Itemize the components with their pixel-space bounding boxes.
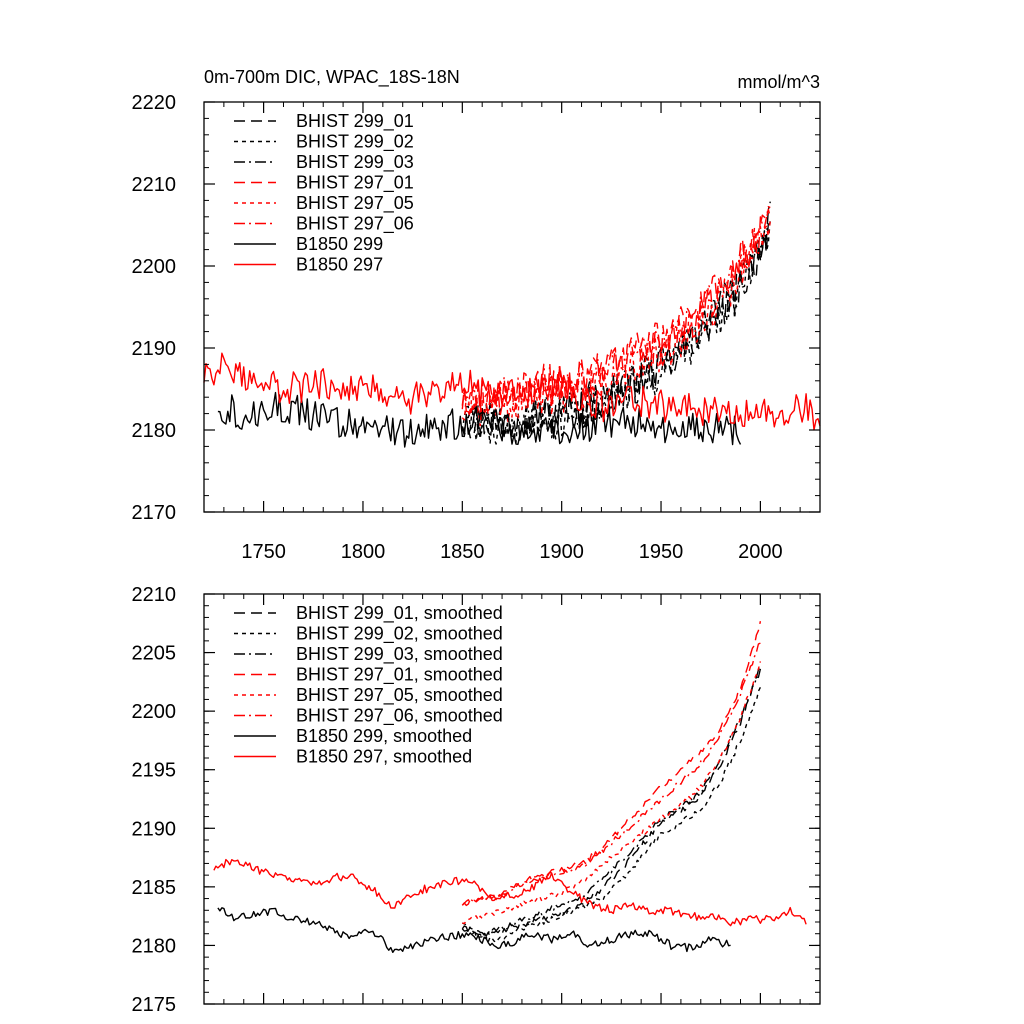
bottom-series-line-4	[461, 621, 762, 906]
bottom-y-tick-label: 2185	[132, 877, 177, 899]
bottom-series-line-3	[461, 668, 762, 936]
top-series-line-3	[461, 201, 771, 441]
top-legend-label-1: BHIST 299_01	[296, 111, 414, 132]
bottom-plot-frame	[203, 593, 821, 1005]
top-series-line-8	[203, 352, 821, 431]
bottom-y-tick-label: 2205	[132, 643, 177, 665]
bottom-y-tick-label: 2190	[132, 818, 177, 840]
bottom-legend-label-3: BHIST 299_03, smoothed	[296, 644, 503, 665]
top-series-line-7	[217, 391, 742, 448]
top-legend-label-5: BHIST 297_05	[296, 193, 414, 214]
bottom-legend-label-7: B1850 299, smoothed	[296, 726, 472, 746]
bottom-series-line-7	[217, 907, 731, 953]
top-x-tick-label: 1900	[539, 541, 584, 563]
top-x-tick-label: 1800	[341, 541, 386, 563]
bottom-legend-label-2: BHIST 299_02, smoothed	[296, 624, 503, 645]
bottom-ticks-group: 2175 2180 2185 2190 2195 2200 2205 2210	[132, 584, 821, 1016]
bottom-legend-label-4: BHIST 297_01, smoothed	[296, 665, 503, 686]
top-y-tick-label: 2220	[132, 92, 177, 114]
top-x-tick-label: 1850	[440, 541, 485, 563]
top-plot-frame	[203, 101, 821, 513]
bottom-series-line-5	[462, 661, 762, 925]
top-legend-label-3: BHIST 299_03	[296, 152, 414, 173]
top-x-tick-label: 2000	[738, 541, 783, 563]
bottom-panel: 2175 2180 2185 2190 2195 2200 2205 2210 BHIST 2…	[132, 584, 821, 1016]
bottom-y-tick-label: 2210	[132, 584, 177, 606]
top-series-line-6	[461, 205, 771, 420]
bottom-series-line-8	[213, 858, 807, 927]
bottom-series-line-2	[462, 686, 762, 943]
bottom-y-tick-label: 2200	[132, 701, 177, 723]
top-panel: 0m-700m DIC, WPAC_18S-18N mmol/m^3 1750 1…	[132, 67, 821, 563]
top-y-tick-label: 2200	[132, 256, 177, 278]
top-legend-label-8: B1850 297	[296, 255, 383, 275]
bottom-series-group	[213, 621, 807, 953]
bottom-legend-label-5: BHIST 297_05, smoothed	[296, 685, 503, 706]
top-y-tick-label: 2170	[132, 502, 177, 524]
top-x-tick-label: 1950	[639, 541, 684, 563]
top-x-tick-label: 1750	[241, 541, 286, 563]
bottom-y-tick-label: 2175	[132, 994, 177, 1016]
top-panel-units: mmol/m^3	[738, 72, 820, 92]
top-panel-title: 0m-700m DIC, WPAC_18S-18N	[204, 67, 460, 88]
top-legend-label-7: B1850 299	[296, 234, 383, 254]
bottom-legend-label-8: B1850 297, smoothed	[296, 747, 472, 767]
bottom-legend-label-1: BHIST 299_01, smoothed	[296, 603, 503, 624]
top-legend-label-6: BHIST 297_06	[296, 214, 414, 235]
top-y-tick-label: 2190	[132, 338, 177, 360]
bottom-y-tick-label: 2195	[132, 760, 177, 782]
top-y-tick-label: 2180	[132, 420, 177, 442]
top-legend-label-2: BHIST 299_02	[296, 132, 414, 153]
bottom-series-line-6	[461, 642, 761, 907]
bottom-legend-label-6: BHIST 297_06, smoothed	[296, 706, 503, 727]
bottom-y-tick-label: 2180	[132, 935, 177, 957]
top-series-line-2	[461, 218, 771, 445]
top-ticks-group: 1750 1800 1850 1900 1950 2000 2170 2180 2190 2200…	[132, 92, 821, 563]
top-series-group	[203, 201, 821, 448]
bottom-series-line-1	[461, 664, 762, 939]
top-legend-label-4: BHIST 297_01	[296, 173, 414, 194]
top-y-tick-label: 2210	[132, 174, 177, 196]
